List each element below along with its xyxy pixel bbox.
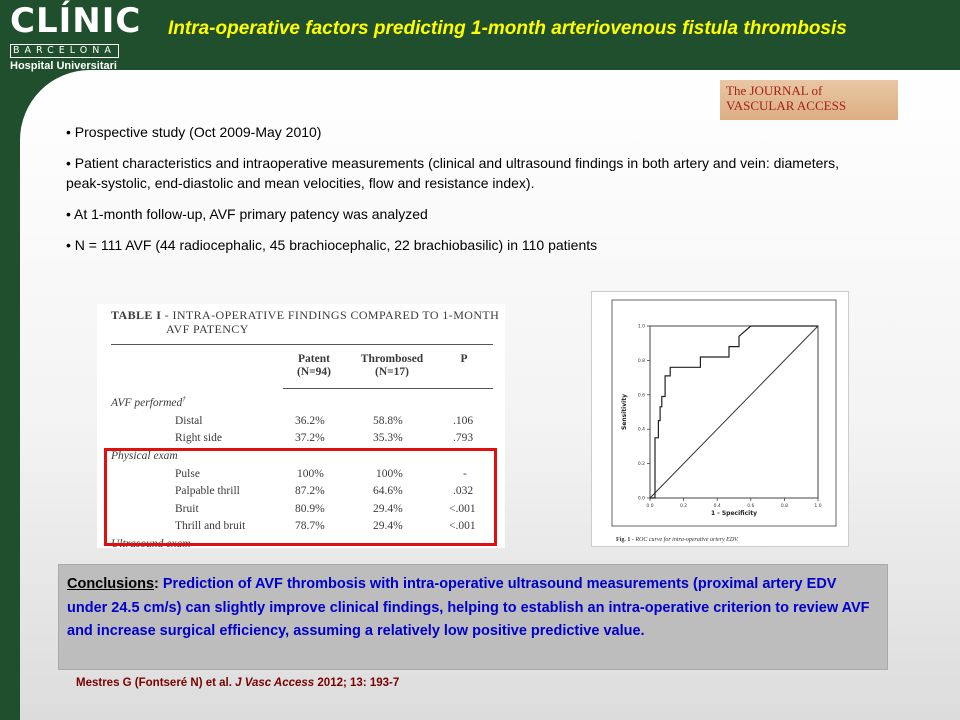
roc-x-tick-label: 0.4 xyxy=(714,503,721,509)
bullet-item: • Patient characteristics and intraopera… xyxy=(66,155,839,191)
bullet-item: • Prospective study (Oct 2009-May 2010) xyxy=(66,124,322,140)
roc-x-tick-label: 0.6 xyxy=(747,503,754,509)
col-header-thrombosed: Thrombosed (N=17) xyxy=(353,353,431,379)
table-cell-thrombosed: 29.4% xyxy=(373,503,403,515)
col-header-patent-n: (N=94) xyxy=(296,366,332,378)
roc-x-tick-label: 0.2 xyxy=(680,503,687,509)
table-cell-p: .793 xyxy=(453,432,474,444)
roc-y-tick-label: 0.4 xyxy=(638,427,645,433)
citation-rest: 2012; 13: 193-7 xyxy=(314,677,400,689)
conclusions-colon: : xyxy=(154,576,159,592)
table-cell-p: .106 xyxy=(453,415,474,427)
col-header-thrombosed-n: (N=17) xyxy=(374,366,410,378)
table-cell-p: <.001 xyxy=(449,520,476,532)
table-row-label: Distal xyxy=(175,415,203,427)
table-cell-patent: 36.2% xyxy=(295,415,325,427)
roc-curve xyxy=(650,325,818,499)
table-row-label: Bruit xyxy=(175,503,199,515)
table-label: TABLE I xyxy=(111,308,162,322)
roc-y-axis-label: Sensitivity xyxy=(621,394,628,430)
table-cell-patent: 78.7% xyxy=(295,520,325,532)
roc-x-tick-label: 1.0 xyxy=(814,503,821,509)
table-cell-patent: 37.2% xyxy=(295,432,325,444)
table-rule-top xyxy=(111,344,493,345)
table-cell-patent: 100% xyxy=(297,468,324,480)
table-cell-thrombosed: 100% xyxy=(376,468,403,480)
table-row-label: Pulse xyxy=(175,468,200,480)
roc-y-tick-label: 0.0 xyxy=(638,496,645,502)
roc-y-tick-label: 0.8 xyxy=(638,358,645,364)
citation-authors: Mestres G (Fontseré N) et al. xyxy=(76,677,236,689)
table-rule-header xyxy=(283,388,493,389)
col-header-patent: Patent (N=94) xyxy=(283,353,345,379)
table-cell-patent: 87.2% xyxy=(295,485,325,497)
col-header-thrombosed-label: Thrombosed xyxy=(360,353,424,365)
roc-x-tick-label: 0.0 xyxy=(646,503,653,509)
table-cell-thrombosed: 29.4% xyxy=(373,520,403,532)
highlight-box xyxy=(104,448,497,546)
slide-title: Intra-operative factors predicting 1-mon… xyxy=(168,18,847,39)
table-cell-thrombosed: 58.8% xyxy=(373,415,403,427)
table-row-label: Right side xyxy=(175,432,222,444)
roc-x-tick-label: 0.8 xyxy=(781,503,788,509)
table-cell-thrombosed: 35.3% xyxy=(373,432,403,444)
roc-plot-area xyxy=(649,325,819,499)
col-header-p: P xyxy=(460,353,468,365)
table-cell-thrombosed: 64.6% xyxy=(373,485,403,497)
roc-frame xyxy=(611,299,837,527)
results-table: TABLE I - INTRA-OPERATIVE FINDINGS COMPA… xyxy=(97,304,505,548)
conclusions-label: Conclusions xyxy=(67,576,155,592)
table-caption-text: - INTRA-OPERATIVE FINDINGS COMPARED TO 1… xyxy=(161,308,500,322)
table-cell-p: <.001 xyxy=(449,503,476,515)
logo-city: BARCELONA xyxy=(10,44,119,58)
table-caption-line2: AVF PATENCY xyxy=(166,322,249,336)
bullet-list: • Prospective study (Oct 2009-May 2010) … xyxy=(66,122,846,266)
citation-journal: J Vasc Access xyxy=(235,677,315,689)
journal-logo-line1: The JOURNAL of xyxy=(726,83,823,98)
conclusions-text: Prediction of AVF thrombosis with intra-… xyxy=(67,576,870,639)
table-cell-p: - xyxy=(463,468,467,480)
roc-figure: 0.0 0.2 0.4 0.6 0.8 1.0 0.0 0.2 0.4 0.6 0.8 1.0 1 - … xyxy=(591,291,849,547)
roc-caption-label: Fig. 1 - xyxy=(616,537,634,543)
bullet-item: • At 1-month follow-up, AVF primary pate… xyxy=(66,206,428,222)
journal-logo: The JOURNAL of VASCULAR ACCESS xyxy=(720,80,898,120)
journal-logo-line2: VASCULAR ACCESS xyxy=(726,98,847,113)
roc-caption-text: ROC curve for intra-operative artery EDV… xyxy=(634,536,739,543)
table-section-physical: Physical exam xyxy=(111,450,178,462)
conclusions-box: Conclusions: Prediction of AVF thrombosi… xyxy=(58,564,888,670)
table-section-avf-label: AVF performed xyxy=(111,396,183,409)
table-row-label: Palpable thrill xyxy=(175,485,240,497)
roc-reference-line xyxy=(649,325,819,499)
roc-chart: 0.0 0.2 0.4 0.6 0.8 1.0 0.0 0.2 0.4 0.6 0.8 1.0 1 - … xyxy=(611,299,837,543)
table-section-avf-footnote: † xyxy=(182,395,186,403)
table-row-label: Thrill and bruit xyxy=(175,520,246,532)
table-caption: TABLE I - INTRA-OPERATIVE FINDINGS COMPA… xyxy=(111,308,499,336)
logo-name: CLÍNIC xyxy=(10,1,142,41)
hospital-logo: CLÍNIC BARCELONA Hospital Universitari xyxy=(10,1,142,72)
citation: Mestres G (Fontseré N) et al. J Vasc Acc… xyxy=(76,677,399,689)
roc-y-tick-label: 0.6 xyxy=(638,392,645,398)
roc-caption: Fig. 1 - ROC curve for intra-operative a… xyxy=(616,536,739,543)
roc-y-tick-label: 0.2 xyxy=(638,461,645,467)
table-section-avf: AVF performed† xyxy=(111,395,186,409)
logo-subtitle: Hospital Universitari xyxy=(10,60,117,72)
table-cell-p: .032 xyxy=(453,485,474,497)
col-header-patent-label: Patent xyxy=(298,353,330,365)
roc-x-axis-label: 1 - Specificity xyxy=(711,510,757,517)
bullet-item: • N = 111 AVF (44 radiocephalic, 45 brac… xyxy=(66,237,598,253)
roc-y-tick-label: 1.0 xyxy=(638,324,645,330)
table-cell-patent: 80.9% xyxy=(295,503,325,515)
